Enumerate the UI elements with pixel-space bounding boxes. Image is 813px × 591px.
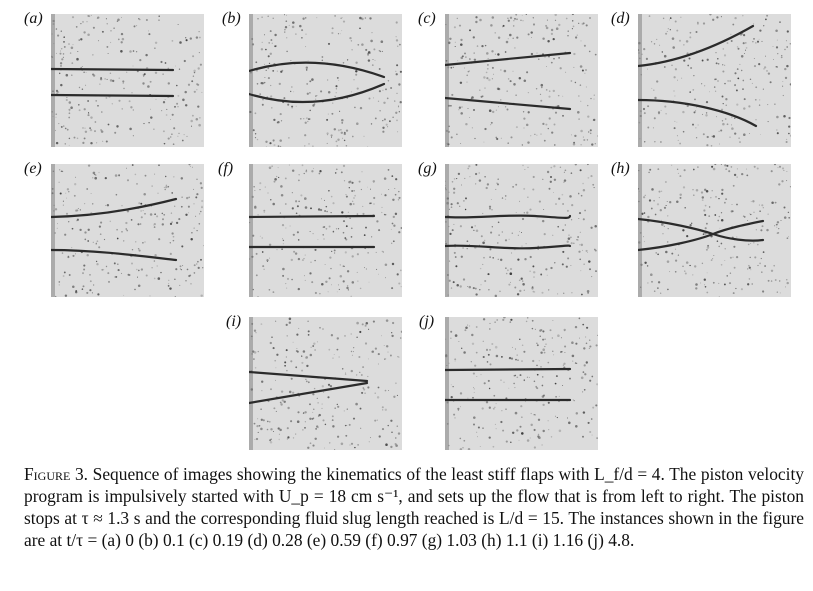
panel-image-b xyxy=(249,14,402,147)
panel-label-j: (j) xyxy=(419,313,435,330)
panel-label-a: (a) xyxy=(24,10,43,27)
panel-label-b: (b) xyxy=(222,10,241,27)
panel-image-c xyxy=(445,14,598,147)
panel-label-d: (d) xyxy=(611,10,630,27)
panel-image-a xyxy=(51,14,204,147)
panel-label-g: (g) xyxy=(418,160,437,177)
flap-plot xyxy=(249,14,402,147)
panel-label-c: (c) xyxy=(418,10,436,27)
caption-text: Sequence of images showing the kinematic… xyxy=(24,464,804,550)
flap-plot xyxy=(445,164,598,297)
flap-plot xyxy=(249,164,402,297)
panel-image-i xyxy=(249,317,402,450)
flap-plot xyxy=(445,317,598,450)
flap-plot xyxy=(445,14,598,147)
panel-image-h xyxy=(638,164,791,297)
flap-plot xyxy=(51,14,204,147)
panel-image-d xyxy=(638,14,791,147)
flap-plot xyxy=(51,164,204,297)
flap-plot xyxy=(249,317,402,450)
panel-image-e xyxy=(51,164,204,297)
panel-label-h: (h) xyxy=(611,160,630,177)
panel-label-i: (i) xyxy=(226,313,242,330)
flap-plot xyxy=(638,164,791,297)
panel-label-e: (e) xyxy=(24,160,42,177)
panel-image-f xyxy=(249,164,402,297)
flap-plot xyxy=(638,14,791,147)
figure-caption: Figure 3. Sequence of images showing the… xyxy=(24,463,804,551)
figure-label: Figure 3. xyxy=(24,464,89,484)
panel-image-j xyxy=(445,317,598,450)
panel-image-g xyxy=(445,164,598,297)
panel-label-f: (f) xyxy=(218,160,234,177)
